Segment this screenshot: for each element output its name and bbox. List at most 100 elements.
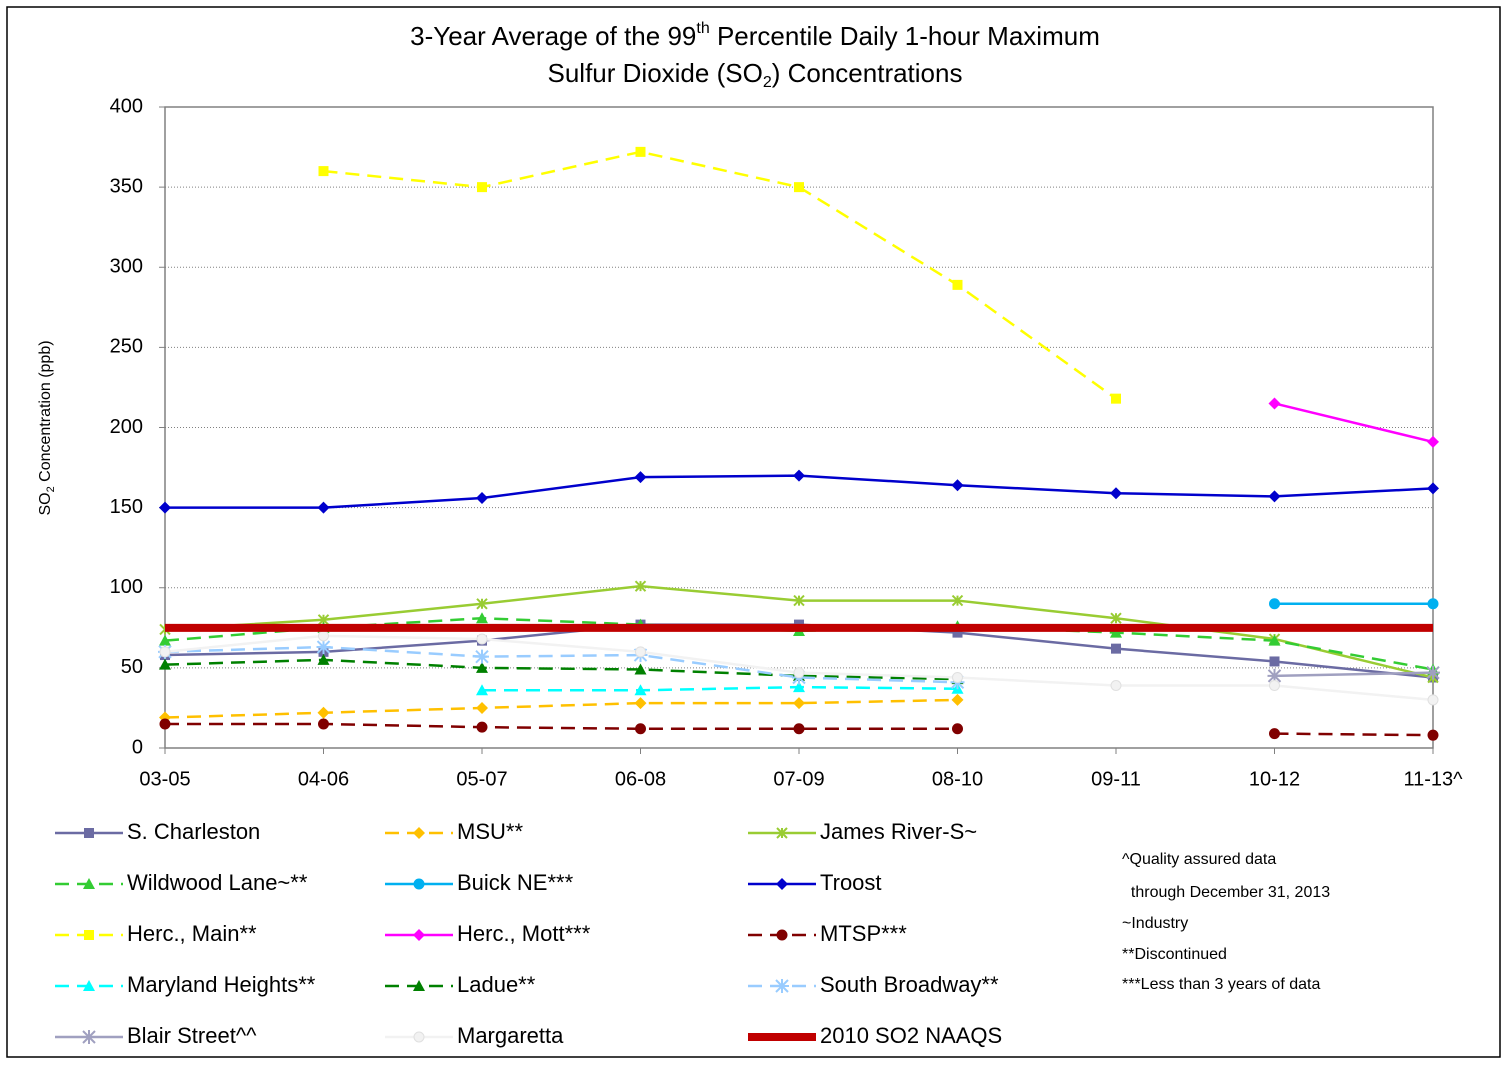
- marker: [476, 492, 488, 505]
- legend-marker: [84, 930, 94, 940]
- marker: [634, 663, 647, 675]
- marker: [1427, 435, 1439, 448]
- legend-label: MTSP***: [820, 921, 907, 946]
- y-tick-label: 0: [132, 736, 143, 758]
- marker: [952, 723, 963, 735]
- y-tick-label: 200: [110, 416, 143, 438]
- label-text: SO: [37, 492, 54, 515]
- marker: [317, 653, 330, 665]
- legend-label: 2010 SO2 NAAQS: [820, 1023, 1002, 1048]
- title-text: Percentile Daily 1-hour Maximum: [710, 21, 1100, 51]
- marker: [1110, 487, 1122, 500]
- marker: [1426, 665, 1440, 680]
- legend-item: Herc., Mott***: [385, 921, 591, 946]
- series: [159, 469, 1439, 514]
- marker: [318, 166, 329, 177]
- marker: [159, 634, 171, 646]
- chart-frame: [6, 6, 1501, 1058]
- marker: [1269, 598, 1280, 610]
- marker: [1427, 598, 1439, 610]
- legend-marker: [413, 878, 425, 890]
- legend-item: Herc., Main**: [55, 921, 257, 946]
- series: [1268, 397, 1439, 448]
- marker: [1110, 680, 1122, 692]
- chart-title: 3-Year Average of the 99th Percentile Da…: [410, 20, 1100, 51]
- marker: [1111, 643, 1121, 654]
- series: [1269, 598, 1439, 610]
- legend-marker: [413, 1031, 425, 1043]
- marker: [476, 661, 488, 673]
- marker: [476, 612, 488, 624]
- legend-item: South Broadway**: [748, 972, 999, 997]
- legend-marker: [83, 980, 95, 991]
- legend-label: Troost: [820, 870, 882, 895]
- marker: [951, 479, 964, 492]
- title-text: ) Concentrations: [772, 58, 963, 88]
- label-sub: 2: [45, 486, 57, 492]
- marker: [793, 594, 805, 607]
- legend-label: Wildwood Lane~**: [127, 870, 308, 895]
- note: ~Industry: [1122, 915, 1188, 932]
- marker: [1427, 482, 1439, 495]
- marker: [952, 279, 963, 290]
- marker: [1110, 626, 1122, 638]
- title-sub: 2: [763, 74, 772, 91]
- marker: [793, 697, 805, 710]
- legend-marker: [413, 929, 425, 941]
- marker: [476, 701, 488, 714]
- marker: [477, 182, 487, 193]
- y-tick-label: 350: [110, 175, 143, 197]
- series: [318, 146, 1121, 404]
- y-tick-label: 150: [110, 496, 143, 518]
- legend-marker: [413, 827, 425, 839]
- marker: [1269, 728, 1280, 740]
- marker: [476, 721, 488, 733]
- legend-item: Blair Street^^: [55, 1023, 257, 1048]
- marker: [951, 693, 964, 706]
- marker: [1268, 634, 1281, 646]
- y-tick-label: 250: [110, 336, 143, 358]
- marker: [159, 658, 171, 670]
- marker: [159, 646, 171, 658]
- title-text: Sulfur Dioxide (SO: [548, 58, 763, 88]
- note: through December 31, 2013: [1122, 884, 1330, 901]
- title-text: 3-Year Average of the 99: [410, 21, 696, 51]
- marker: [1427, 694, 1439, 706]
- x-tick-label: 04-06: [298, 768, 349, 790]
- marker: [634, 684, 647, 696]
- legend-item: S. Charleston: [55, 819, 260, 844]
- marker: [475, 649, 489, 664]
- marker: [317, 706, 330, 719]
- legend-item: Wildwood Lane~**: [55, 870, 308, 895]
- legend-item: Ladue**: [385, 972, 536, 997]
- marker: [793, 667, 805, 679]
- series-line: [1274, 402, 1434, 444]
- legend-item: 2010 SO2 NAAQS: [748, 1023, 1002, 1048]
- legend-marker: [776, 878, 788, 890]
- legend-label: Herc., Main**: [127, 921, 257, 946]
- legend-label: South Broadway**: [820, 972, 999, 997]
- marker: [793, 469, 805, 482]
- note: ^Quality assured data: [1122, 851, 1276, 868]
- marker: [1269, 656, 1280, 667]
- legend-label: MSU**: [457, 819, 523, 844]
- marker: [1269, 680, 1280, 692]
- series-line: [323, 150, 1117, 400]
- marker: [794, 182, 804, 193]
- legend-marker: [84, 828, 94, 838]
- y-tick-label: 100: [110, 576, 143, 598]
- legend-marker: [775, 979, 789, 993]
- title-sup: th: [696, 20, 709, 37]
- y-tick-label: 50: [121, 656, 143, 678]
- marker: [634, 580, 647, 592]
- label-text: Concentration (ppb): [37, 340, 54, 486]
- y-axis-label: SO2 Concentration (ppb): [37, 340, 57, 515]
- legend-label: Maryland Heights**: [127, 972, 316, 997]
- legend-label: Ladue**: [457, 972, 536, 997]
- series-line: [1274, 671, 1434, 678]
- series: [159, 718, 1439, 741]
- legend-item: MTSP***: [748, 921, 907, 946]
- legend-marker: [82, 1030, 96, 1044]
- y-tick-label: 400: [110, 95, 143, 117]
